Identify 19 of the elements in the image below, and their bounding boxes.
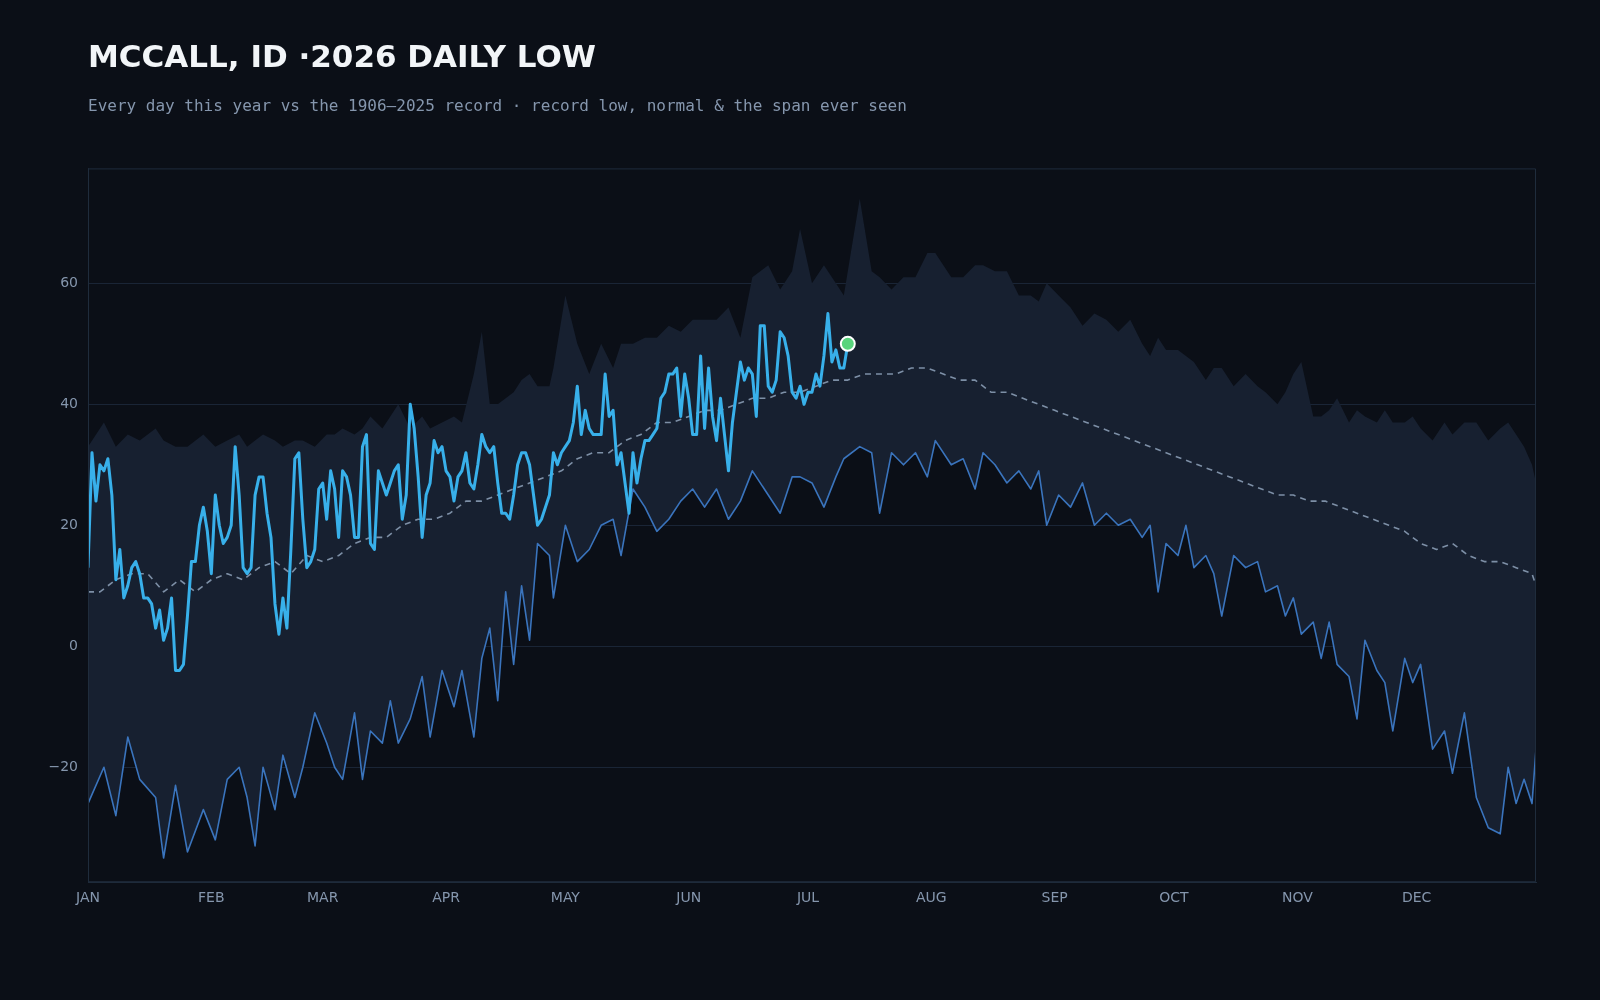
- x-tick-label: FEB: [198, 889, 225, 906]
- x-tick-label: JUL: [795, 889, 820, 906]
- y-tick-label: 60: [60, 273, 78, 290]
- x-tick-label: DEC: [1401, 889, 1432, 906]
- x-tick-label: OCT: [1159, 889, 1190, 906]
- x-tick-label: APR: [432, 889, 461, 906]
- x-tick-label: JUN: [675, 889, 702, 906]
- chart-title: MCCALL, ID ·2026 DAILY LOW: [88, 38, 596, 74]
- chart-subtitle: Every day this year vs the 1906–2025 record · record low, normal & the span ever seen: [88, 96, 907, 115]
- x-tick-label: JAN: [75, 889, 100, 906]
- x-tick-label: MAY: [550, 889, 581, 906]
- x-tick-label: NOV: [1281, 889, 1314, 906]
- y-tick-label: 40: [60, 394, 78, 411]
- x-tick-label: AUG: [916, 889, 947, 906]
- y-tick-label: 20: [60, 515, 78, 532]
- x-tick-label: MAR: [307, 889, 339, 906]
- y-tick-label: −20: [48, 757, 78, 774]
- y-tick-label: 0: [69, 636, 78, 653]
- x-tick-label: SEP: [1041, 889, 1068, 906]
